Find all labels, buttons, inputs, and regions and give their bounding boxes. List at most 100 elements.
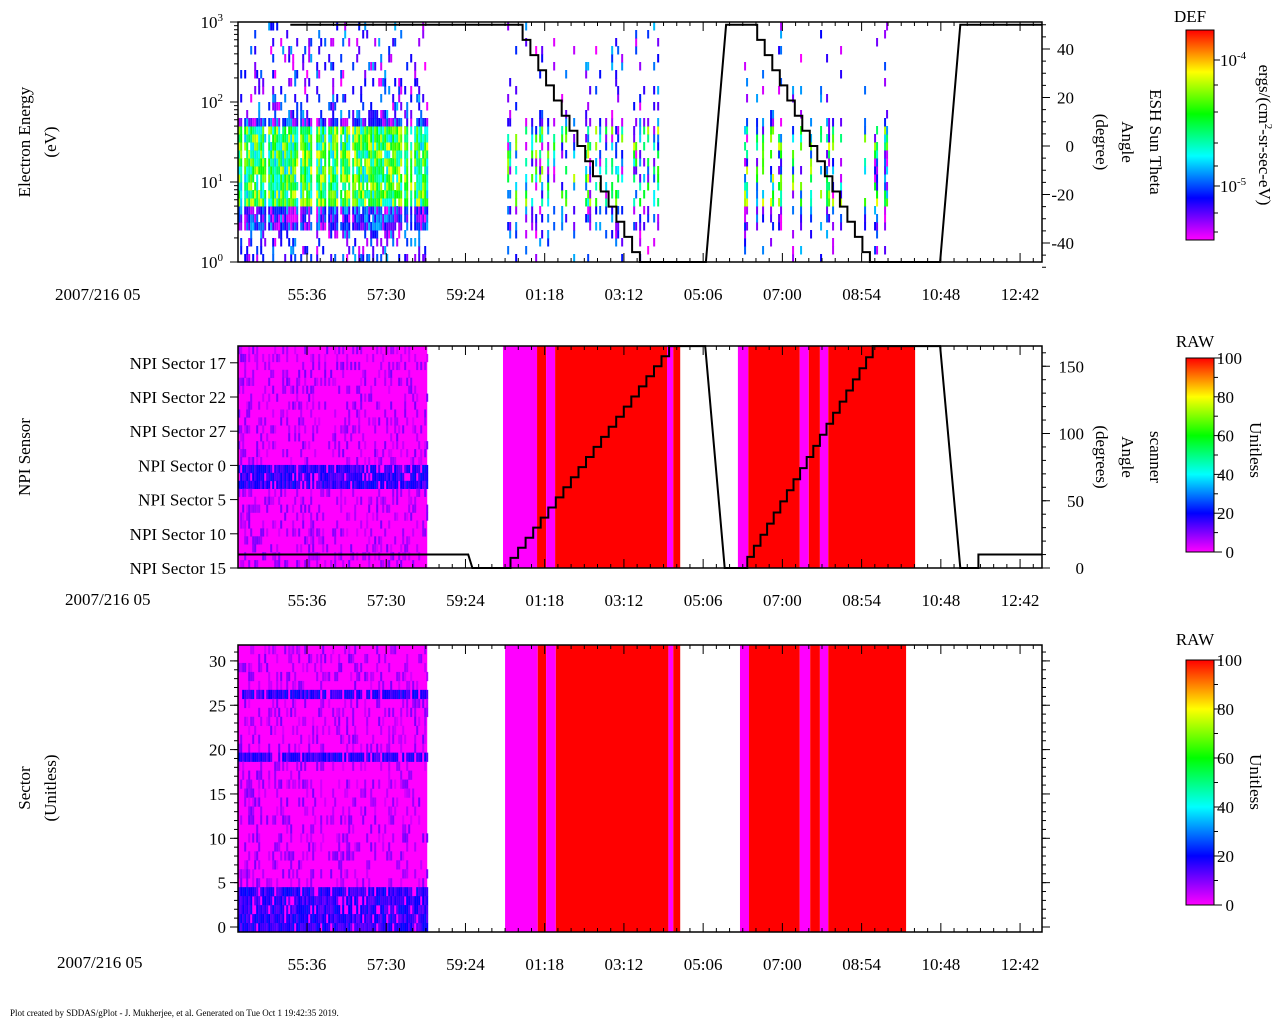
spectrogram-cell [320,488,323,497]
spectrogram-cell [246,190,249,199]
spectrogram-cell [290,246,293,255]
spectrogram-cell [352,401,355,410]
spectrogram-cell [306,457,309,466]
spectrogram-cell [792,86,795,95]
spectrogram-cell [374,126,377,135]
spectrogram-cell [384,905,387,915]
spectrogram-cell [284,689,287,700]
spectrogram-cell [390,214,393,223]
spectrogram-cell [244,425,247,434]
spectrogram-cell [274,560,277,569]
spectrogram-cell [565,134,568,143]
spectrogram-cell [290,190,293,199]
y-category-label: NPI Sector 27 [130,422,227,441]
spectrogram-cell [565,190,568,199]
spectrogram-cell [334,923,337,933]
spectrogram-cell [354,150,357,159]
spectrogram-cell [274,150,277,159]
spectrogram-cell [240,377,243,386]
spectrogram-cell [565,126,568,135]
spectrogram-cell [374,536,377,545]
spectrogram-cell [800,198,803,207]
spectrogram-cell [278,496,281,505]
spectrogram-cell [589,166,592,175]
spectrogram-cell [410,54,413,63]
spectrogram-cell [832,238,835,247]
spectrogram-cell [342,150,345,159]
spectrogram-cell [316,214,319,223]
spectrogram-cell [408,552,411,561]
spectrogram-cell [396,361,399,371]
spectrogram-cell [320,464,323,474]
spectrogram-cell [344,833,347,843]
spectrogram-cell [418,653,421,664]
spectrogram-cell [340,552,343,561]
spectrogram-cell [400,142,403,151]
spectrogram-cell [282,222,285,231]
spectrogram-cell [605,166,608,175]
spectrogram-cell [874,158,877,167]
spectrogram-cell [322,671,325,682]
spectrogram-cell [756,94,759,103]
spectrogram-cell [252,923,255,933]
spectrogram-cell [553,38,556,47]
spectrogram-cell [350,752,353,762]
spectrogram-cell [402,480,405,490]
spectrogram-cell [589,158,592,167]
spectrogram-cell [290,174,293,183]
spectrogram-cell [394,806,397,816]
spectrogram-cell [244,206,247,215]
spectrogram-cell [364,457,367,466]
spectrogram-cell [302,110,305,119]
spectrogram-cell [286,761,289,771]
spectrogram-cell [336,896,339,906]
spectrogram-cell [290,158,293,167]
spectrogram-cell [362,206,365,215]
colorbar-tick-label: 40 [1217,798,1234,817]
spectrogram-cell [240,214,243,223]
spectrogram-cell [250,206,253,215]
spectrogram-cell [262,174,265,183]
spectrogram-cell [252,878,255,888]
spectrogram-cell [272,126,275,135]
spectrogram-cell [404,914,407,924]
spectrogram-cell [244,536,247,545]
spectrogram-cell [358,246,361,255]
spectrogram-cell [400,779,403,789]
spectrogram-cell [272,369,275,379]
spectrogram-cell [370,464,373,474]
spectrogram-cell [396,496,399,505]
spectrogram-cell [272,182,275,191]
spectrogram-cell [360,150,363,159]
tick-base: 10 [1220,177,1237,196]
spectrogram-cell [561,206,564,215]
spectrogram-cell [338,725,341,735]
spectrogram-cell [408,496,411,505]
spectrogram-cell [358,134,361,143]
spectrogram-cell [344,206,347,215]
spectrogram-cell [310,158,313,167]
spectrogram-cell [384,206,387,215]
spectrogram-cell [304,182,307,191]
y-tick-label: 25 [209,696,226,715]
spectrogram-cell [348,689,351,700]
spectrogram-cell [372,78,375,87]
spectrogram-cell [264,166,267,175]
spectrogram-cell [346,134,349,143]
spectrogram-cell [250,457,253,466]
spectrogram-cell [404,833,407,843]
spectrogram-cell [338,842,341,852]
spectrogram-cell [286,214,289,223]
spectrogram-cell [611,134,614,143]
spectrogram-cell [392,118,395,127]
spectrogram-cell [356,552,359,561]
spectrogram-cell [635,46,638,55]
spectrogram-cell [356,662,359,673]
spectrogram-cell [302,166,305,175]
spectrogram-cell [250,662,253,673]
spectrogram-cell [262,441,265,450]
spectrogram-cell [410,110,413,119]
spectrogram-cell [398,150,401,159]
spectrogram-cell [633,142,636,151]
spectrogram-cell [356,126,359,135]
